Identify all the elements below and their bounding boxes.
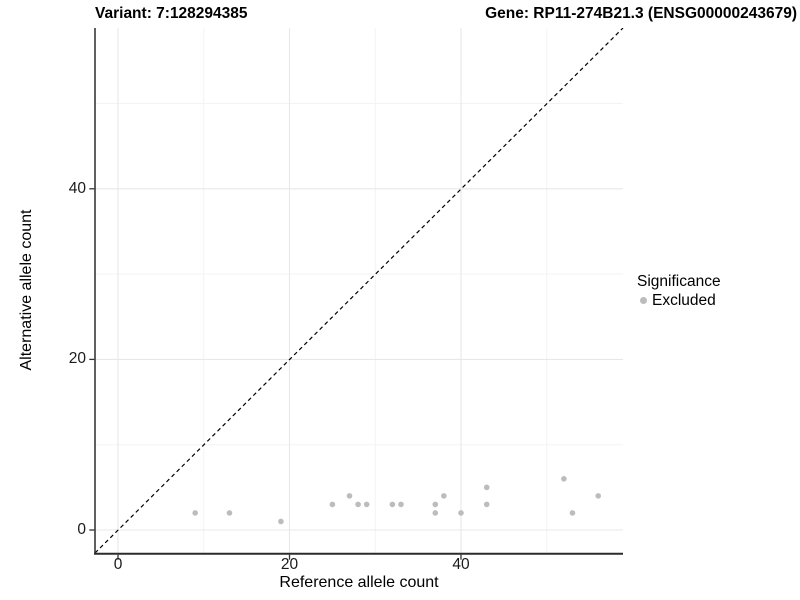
legend-item-excluded: Excluded [637, 292, 721, 309]
data-point [458, 510, 464, 516]
x-axis-title: Reference allele count [279, 574, 439, 591]
y-tick-label: 20 [68, 350, 86, 368]
plot-panel-svg [89, 28, 624, 560]
data-point [483, 501, 490, 508]
x-tick-label: 0 [113, 556, 123, 573]
data-point [483, 484, 490, 491]
data-point [363, 501, 370, 508]
data-point [389, 501, 396, 508]
data-point [561, 476, 567, 482]
data-point [569, 510, 576, 516]
variant-title: Variant: 7:128294385 [95, 5, 248, 22]
data-point [398, 501, 404, 508]
legend-title: Significance [637, 273, 721, 290]
data-point [192, 510, 198, 516]
gene-title: Gene: RP11-274B21.3 (ENSG00000243679) [485, 5, 797, 22]
data-point [278, 518, 284, 525]
data-point [595, 493, 601, 499]
data-point [432, 501, 439, 508]
legend-item-label: Excluded [652, 292, 716, 309]
data-point [329, 501, 336, 508]
y-tick-label: 0 [77, 521, 86, 538]
identity-dashed-line [94, 28, 624, 554]
data-point [226, 510, 233, 516]
data-point [432, 510, 439, 516]
data-point [355, 501, 361, 508]
y-axis-title: Alternative allele count [18, 209, 35, 371]
legend: Significance Excluded [637, 273, 721, 309]
data-point [346, 493, 353, 499]
x-tick-label: 20 [280, 556, 299, 573]
data-point [441, 493, 447, 499]
x-tick-label: 40 [452, 556, 470, 573]
y-tick-label: 40 [68, 179, 86, 197]
excluded-point-swatch [640, 297, 647, 304]
